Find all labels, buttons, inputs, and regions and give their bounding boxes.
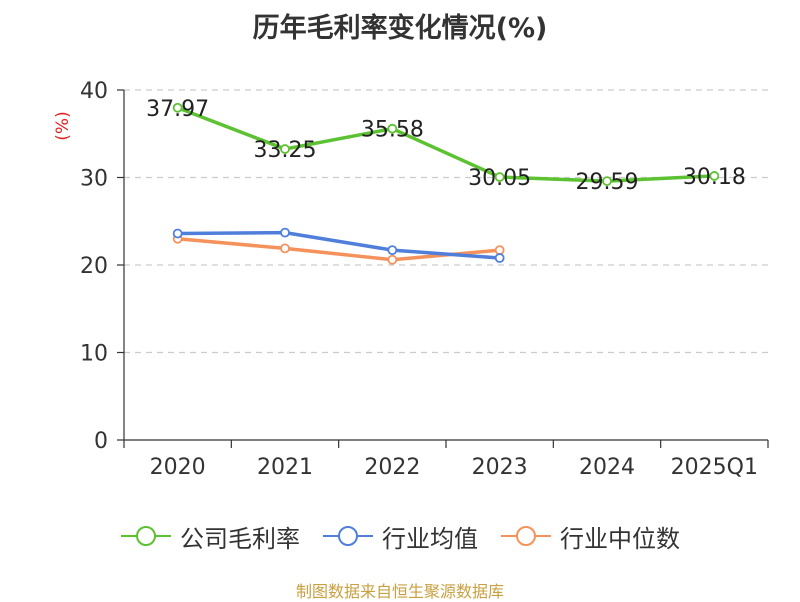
y-axis-label: (%)	[53, 111, 73, 140]
series-line	[177, 230, 500, 260]
data-label: 35.58	[361, 118, 424, 143]
x-tick-label: 2022	[364, 455, 420, 480]
legend-marker-icon	[323, 526, 373, 546]
data-label: 29.59	[576, 170, 639, 195]
x-tick-label: 2023	[472, 455, 528, 480]
data-label: 37.97	[146, 97, 209, 122]
data-point	[280, 144, 290, 154]
chart-title: 历年毛利率变化情况(%)	[252, 13, 548, 44]
legend-marker-icon	[501, 526, 551, 546]
y-tick-label: 30	[80, 167, 108, 192]
x-tick-label: 2025Q1	[671, 455, 758, 480]
y-tick-label: 0	[94, 429, 108, 454]
data-point	[709, 171, 720, 181]
data-point	[172, 228, 183, 239]
data-label: 33.25	[254, 138, 317, 163]
data-point	[387, 254, 398, 265]
y-tick-label: 10	[80, 342, 108, 367]
legend-item[interactable]: 行业中位数	[500, 519, 680, 554]
data-label: 30.18	[683, 165, 746, 190]
legend-label: 行业中位数	[560, 524, 680, 553]
legend-label: 行业均值	[382, 524, 478, 553]
data-point	[494, 172, 505, 182]
data-point	[602, 176, 612, 186]
x-tick-label: 2021	[257, 455, 313, 480]
data-point	[387, 123, 398, 134]
legend-label: 公司毛利率	[180, 524, 300, 553]
x-tick-label: 2024	[579, 455, 635, 480]
axes: 0 10 20 30 40 2020 2021 2022 2023 2024 2025Q1 (%)	[53, 79, 769, 480]
legend-item[interactable]: 行业均值	[322, 519, 478, 554]
grid-lines	[124, 89, 768, 354]
legend-marker-icon	[121, 526, 171, 546]
data-point	[280, 243, 290, 254]
data-point	[494, 245, 505, 256]
data-labels: 37.97 33.25 35.58 30.05 29.59 30.18	[146, 97, 746, 195]
data-point	[494, 253, 505, 263]
legend: 公司毛利率 行业均值 行业中位数	[0, 519, 800, 554]
y-tick-label: 20	[80, 254, 108, 279]
x-tick-label: 2020	[150, 455, 206, 480]
y-tick-label: 40	[80, 79, 108, 104]
data-point	[387, 245, 398, 256]
data-label: 30.05	[468, 166, 531, 191]
series-line	[177, 106, 715, 183]
series-lines	[172, 102, 720, 265]
data-point	[172, 102, 183, 113]
legend-item[interactable]: 公司毛利率	[120, 519, 300, 554]
source-note: 制图数据来自恒生聚源数据库	[295, 582, 504, 601]
data-point	[280, 227, 290, 238]
